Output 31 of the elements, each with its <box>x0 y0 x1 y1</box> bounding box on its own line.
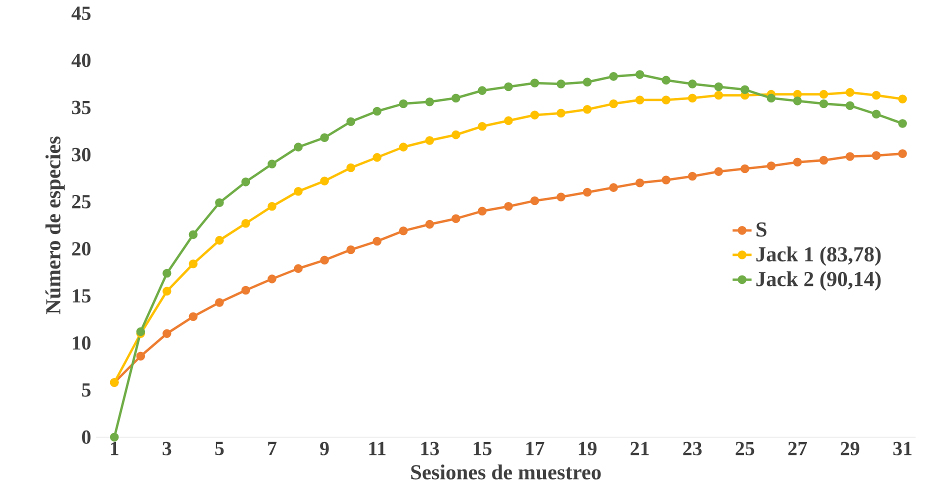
x-tick-label: 7 <box>268 442 277 456</box>
legend-label: Jack 1 (83,78) <box>756 246 881 266</box>
y-tick-label: 45 <box>72 6 91 20</box>
x-tick-label: 5 <box>215 442 224 456</box>
x-axis-title: Sesiones de muestreo <box>411 464 601 480</box>
y-tick-label: 25 <box>72 195 91 208</box>
x-tick-label: 11 <box>369 442 386 456</box>
x-tick-label: 9 <box>320 442 329 456</box>
y-tick-label: 5 <box>82 384 91 397</box>
y-tick-label: 20 <box>72 242 91 256</box>
x-tick-label: 27 <box>788 442 807 456</box>
x-tick-label: 17 <box>526 442 544 456</box>
legend-label: S <box>756 222 766 237</box>
x-tick-label: 21 <box>630 442 649 456</box>
y-tick-label: 0 <box>82 430 91 444</box>
x-tick-label: 29 <box>840 442 860 456</box>
legend-label: Jack 2 (90,14) <box>756 271 881 291</box>
x-tick-label: 15 <box>474 442 492 456</box>
x-tick-label: 1 <box>110 442 118 456</box>
y-axis-title: Número de especies <box>45 136 65 314</box>
x-tick-label: 3 <box>162 442 172 456</box>
x-tick-label: 13 <box>421 442 439 456</box>
x-tick-label: 23 <box>683 442 702 456</box>
y-tick-label: 10 <box>72 336 91 350</box>
y-tick-label: 30 <box>72 148 91 162</box>
x-tick-label: 25 <box>736 442 754 456</box>
x-tick-label: 19 <box>578 442 597 456</box>
x-tick-label: 31 <box>893 442 912 456</box>
y-tick-label: 35 <box>72 100 91 114</box>
y-tick-label: 15 <box>72 289 91 303</box>
y-tick-label: 40 <box>72 54 91 68</box>
